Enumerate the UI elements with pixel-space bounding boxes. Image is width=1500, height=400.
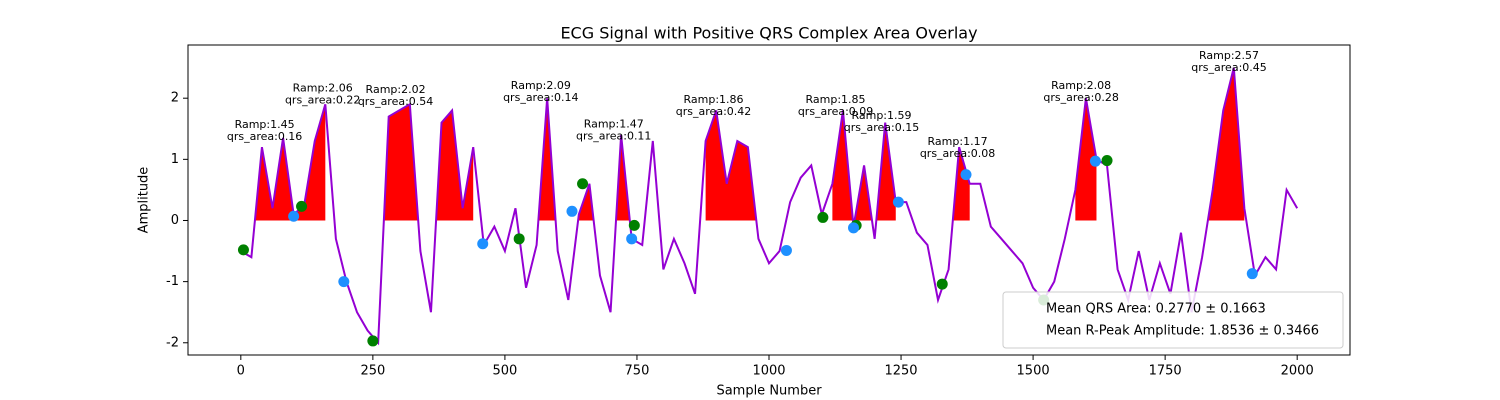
- annotation: Ramp:2.06: [293, 81, 353, 94]
- annotation: Ramp:1.59: [851, 109, 911, 122]
- marker: [848, 222, 860, 234]
- marker: [566, 205, 578, 217]
- qrs-area: [832, 110, 896, 221]
- marker: [477, 238, 489, 250]
- annotation: Ramp:1.85: [806, 93, 866, 106]
- annotation: qrs_area:0.14: [503, 91, 578, 104]
- y-tick-label: 2: [171, 91, 179, 106]
- marker: [936, 278, 948, 290]
- qrs-area: [378, 104, 474, 221]
- marker: [288, 210, 300, 222]
- marker: [1246, 268, 1258, 280]
- x-axis-label: Sample Number: [716, 384, 822, 399]
- annotation: Ramp:2.57: [1199, 49, 1259, 62]
- marker: [237, 244, 249, 256]
- annotation: Ramp:1.47: [584, 117, 644, 130]
- y-tick-label: 0: [171, 213, 179, 228]
- qrs-area: [948, 147, 970, 221]
- annotation: qrs_area:0.08: [920, 147, 995, 160]
- x-tick-label: 2000: [1281, 364, 1314, 379]
- marker: [338, 276, 350, 288]
- legend-label: Mean R-Peak Amplitude: 1.8536 ± 0.3466: [1046, 324, 1319, 339]
- annotation: qrs_area:0.54: [358, 95, 433, 108]
- annotation: Ramp:2.09: [511, 79, 571, 92]
- marker: [780, 244, 792, 256]
- y-tick-label: -2: [166, 335, 179, 350]
- x-tick-label: 0: [237, 364, 245, 379]
- legend-box: [1002, 291, 1344, 349]
- marker: [1101, 155, 1113, 167]
- x-tick-label: 1500: [1017, 364, 1050, 379]
- legend-label: Mean QRS Area: 0.2770 ± 0.1663: [1046, 302, 1266, 317]
- x-tick-label: 1750: [1149, 364, 1182, 379]
- y-axis-label: Amplitude: [137, 167, 152, 234]
- annotation: qrs_area:0.45: [1191, 61, 1266, 74]
- qrs-area: [1202, 67, 1245, 221]
- y-tick-label: -1: [166, 274, 179, 289]
- annotation: Ramp:1.45: [235, 118, 295, 131]
- marker: [513, 233, 525, 245]
- x-tick-label: 250: [360, 364, 385, 379]
- x-tick-label: 1000: [752, 364, 785, 379]
- marker: [960, 169, 972, 181]
- annotation: Ramp:1.17: [928, 135, 988, 148]
- plot-frame: [187, 44, 1351, 356]
- marker: [577, 178, 589, 190]
- marker: [892, 196, 904, 208]
- annotation: qrs_area:0.22: [285, 93, 360, 106]
- annotation: Ramp:2.08: [1051, 79, 1111, 92]
- chart-title: ECG Signal with Positive QRS Complex Are…: [560, 24, 977, 43]
- annotation: qrs_area:0.42: [676, 105, 751, 118]
- qrs-area: [536, 98, 558, 221]
- x-tick-label: 1250: [884, 364, 917, 379]
- x-tick-label: 500: [492, 364, 517, 379]
- marker: [367, 335, 379, 347]
- annotation: qrs_area:0.11: [576, 129, 651, 142]
- marker: [817, 211, 829, 223]
- annotation: qrs_area:0.16: [227, 130, 302, 143]
- x-tick-label: 750: [625, 364, 650, 379]
- signal-line: [240, 67, 1299, 346]
- y-tick-label: 1: [171, 152, 179, 167]
- marker: [296, 200, 308, 212]
- qrs-area: [578, 134, 643, 221]
- annotation: qrs_area:0.15: [844, 121, 919, 134]
- marker: [628, 219, 640, 231]
- annotation: qrs_area:0.28: [1043, 91, 1118, 104]
- annotation: Ramp:1.86: [684, 93, 744, 106]
- annotation: Ramp:2.02: [366, 83, 426, 96]
- annotation: qrs_area:0.09: [798, 105, 873, 118]
- marker: [626, 233, 638, 245]
- marker: [1089, 155, 1101, 167]
